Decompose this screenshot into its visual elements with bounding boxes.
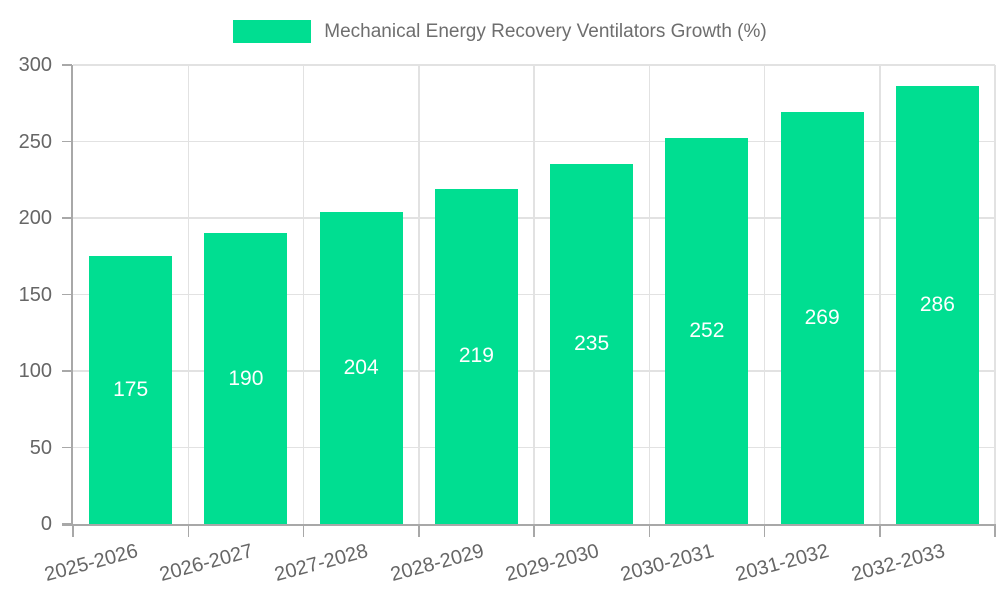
x-axis-tick (187, 524, 189, 537)
y-tick-label: 250 (18, 130, 52, 153)
gridline-vertical (879, 65, 881, 524)
x-axis-tick (648, 524, 650, 537)
bar-value-label: 235 (574, 332, 610, 356)
y-axis-line (71, 65, 73, 524)
y-axis-tick (62, 523, 72, 525)
x-tick-label: 2029-2030 (503, 540, 602, 587)
y-axis-tick (62, 140, 72, 143)
x-tick-label: 2025-2026 (42, 540, 141, 587)
x-axis-line (62, 524, 995, 526)
bar[interactable]: 269 (780, 112, 864, 524)
bar-value-label: 252 (689, 319, 725, 343)
gridline-vertical (302, 65, 305, 524)
x-tick-label: 2027-2028 (272, 540, 371, 587)
plot-area: 175 190 204 219 235 252 269 286 (73, 64, 996, 524)
bar[interactable]: 286 (895, 86, 979, 524)
x-axis-tick (533, 524, 535, 537)
y-tick-label: 150 (18, 283, 52, 306)
bar-value-label: 286 (919, 293, 955, 317)
bar-value-label: 219 (458, 344, 494, 368)
y-axis-tick (62, 370, 72, 372)
bar-value-label: 190 (228, 366, 264, 390)
x-axis-tick (879, 524, 881, 537)
x-tick-label: 2032-2033 (848, 540, 948, 587)
y-axis-tick (62, 293, 72, 296)
bar-value-label: 175 (113, 378, 149, 402)
x-tick-label: 2030-2031 (618, 540, 717, 587)
bar[interactable]: 175 (89, 256, 173, 524)
bar[interactable]: 190 (204, 233, 288, 524)
y-tick-label: 200 (18, 207, 52, 229)
x-tick-label: 2028-2029 (387, 540, 487, 587)
x-axis-tick (72, 524, 74, 537)
bar[interactable]: 219 (434, 188, 518, 524)
x-tick-label: 2031-2032 (733, 540, 832, 587)
bar[interactable]: 235 (550, 164, 634, 524)
legend-label: Mechanical Energy Recovery Ventilators G… (324, 20, 767, 42)
y-axis-tick (62, 446, 72, 449)
x-axis-tick (418, 524, 420, 537)
legend-swatch (233, 20, 312, 43)
bar-value-label: 204 (343, 355, 379, 379)
legend-item[interactable]: Mechanical Energy Recovery Ventilators G… (0, 20, 1000, 43)
x-axis-tick (302, 524, 305, 537)
gridline-vertical (533, 65, 535, 524)
gridline-vertical (187, 65, 189, 524)
y-axis-tick (62, 64, 72, 66)
x-axis-tick (994, 524, 996, 537)
y-tick-label: 0 (40, 513, 52, 535)
x-axis-tick (763, 524, 766, 537)
y-tick-label: 100 (18, 360, 52, 382)
x-tick-label: 2026-2027 (157, 540, 256, 587)
gridline-vertical (648, 65, 650, 524)
gridline-vertical (418, 65, 420, 524)
y-tick-label: 300 (18, 54, 52, 76)
gridline-vertical (994, 65, 996, 524)
gridline-vertical (763, 65, 766, 524)
bar[interactable]: 204 (319, 211, 403, 524)
bar-value-label: 269 (804, 306, 840, 330)
y-tick-label: 50 (29, 436, 52, 459)
bar[interactable]: 252 (665, 138, 749, 524)
y-axis-tick (62, 217, 72, 219)
